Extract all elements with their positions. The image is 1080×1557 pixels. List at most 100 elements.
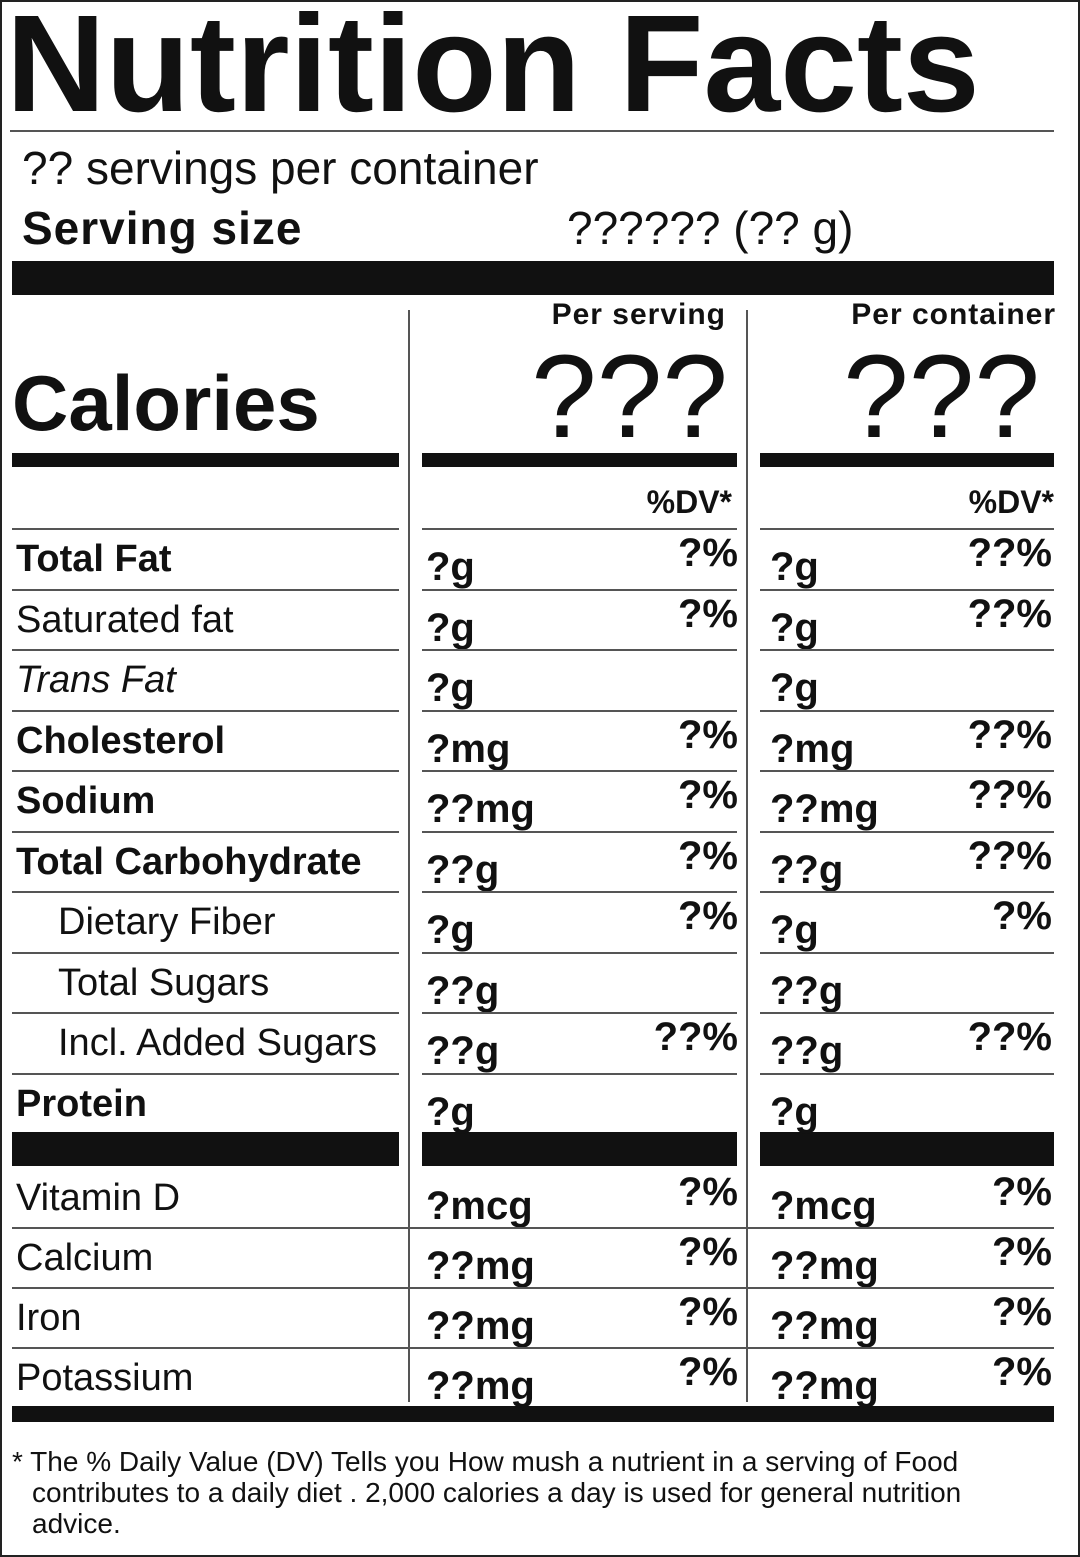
container-dv: ?% bbox=[992, 894, 1052, 938]
rule bbox=[12, 830, 399, 833]
column-divider bbox=[746, 310, 748, 1402]
nutrient-name: Dietary Fiber bbox=[58, 901, 276, 943]
rule bbox=[760, 891, 1054, 893]
rule bbox=[422, 770, 737, 772]
rule bbox=[760, 951, 1054, 954]
rule bbox=[422, 528, 737, 530]
serving-amount: ??g bbox=[426, 1029, 500, 1073]
container-amount: ??mg bbox=[770, 787, 879, 831]
rule bbox=[760, 830, 1054, 833]
container-amount: ??g bbox=[770, 847, 844, 892]
rule bbox=[760, 649, 1054, 651]
thick-bar bbox=[12, 1406, 1054, 1422]
nutrient-name: Calcium bbox=[16, 1237, 154, 1279]
serving-dv: ?% bbox=[678, 1230, 738, 1274]
rule bbox=[12, 588, 399, 591]
nutrient-name: Sodium bbox=[16, 780, 156, 822]
serving-amount: ?g bbox=[426, 605, 475, 650]
serving-size-value: ?????? (?? g) bbox=[567, 202, 854, 254]
container-amount: ??g bbox=[770, 968, 844, 1013]
rule bbox=[10, 130, 1054, 132]
nutrient-name: Saturated fat bbox=[16, 598, 234, 641]
serving-dv: ??% bbox=[653, 1015, 738, 1059]
container-amount: ??mg bbox=[770, 1364, 879, 1408]
serving-amount: ??mg bbox=[426, 1244, 535, 1288]
serving-amount: ?mg bbox=[426, 726, 511, 771]
rule bbox=[422, 709, 737, 712]
container-amount: ?g bbox=[770, 605, 819, 650]
container-dv: ??% bbox=[967, 531, 1052, 575]
rule bbox=[12, 951, 399, 954]
rule bbox=[12, 891, 399, 893]
rule bbox=[422, 1012, 737, 1014]
rule bbox=[422, 891, 737, 893]
nutrient-name: Potassium bbox=[16, 1357, 194, 1399]
rule bbox=[12, 709, 399, 712]
bar bbox=[12, 453, 399, 467]
serving-dv: ?% bbox=[678, 712, 738, 757]
rule bbox=[760, 770, 1054, 772]
container-amount: ?g bbox=[770, 545, 819, 589]
nutrient-name: Incl. Added Sugars bbox=[58, 1022, 377, 1064]
nutrient-name: Total Sugars bbox=[58, 961, 270, 1004]
rule bbox=[12, 770, 399, 772]
container-amount: ?mg bbox=[770, 726, 855, 771]
container-dv: ??% bbox=[967, 773, 1052, 817]
rule bbox=[12, 1072, 399, 1075]
title: Nutrition Facts bbox=[6, 0, 980, 141]
container-dv: ??% bbox=[967, 591, 1052, 636]
serving-amount: ??mg bbox=[426, 1304, 535, 1348]
calories-label: Calories bbox=[12, 359, 320, 447]
per-container-header: Per container bbox=[851, 298, 1056, 331]
rule bbox=[760, 588, 1054, 591]
column-divider bbox=[408, 310, 410, 1402]
serving-dv: ?% bbox=[678, 1350, 738, 1394]
container-amount: ??mg bbox=[770, 1304, 879, 1348]
servings: ?? servings per container bbox=[22, 142, 539, 194]
rule bbox=[12, 528, 399, 530]
rule bbox=[760, 709, 1054, 712]
container-amount: ?mcg bbox=[770, 1184, 877, 1228]
container-dv: ?% bbox=[992, 1230, 1052, 1274]
rule bbox=[422, 649, 737, 651]
dv-header: %DV* bbox=[646, 484, 732, 520]
bar bbox=[422, 453, 737, 467]
container-amount: ?g bbox=[770, 666, 819, 710]
serving-amount: ?mcg bbox=[426, 1184, 533, 1228]
container-amount: ?g bbox=[770, 1089, 819, 1134]
serving-amount: ??g bbox=[426, 968, 500, 1013]
nutrient-name: Total Carbohydrate bbox=[16, 840, 362, 883]
bar bbox=[12, 1132, 399, 1166]
serving-dv: ?% bbox=[678, 531, 738, 575]
rule bbox=[12, 1347, 1054, 1349]
rule bbox=[422, 588, 737, 591]
nutrient-name: Total Fat bbox=[16, 538, 172, 580]
serving-dv: ?% bbox=[678, 1290, 738, 1334]
bar bbox=[760, 453, 1054, 467]
rule bbox=[12, 1227, 1054, 1229]
nutrient-name: Cholesterol bbox=[16, 719, 226, 762]
serving-dv: ?% bbox=[678, 894, 738, 938]
container-amount: ??g bbox=[770, 1029, 844, 1073]
serving-dv: ?% bbox=[678, 1170, 738, 1214]
serving-amount: ?g bbox=[426, 1089, 475, 1134]
rule bbox=[760, 528, 1054, 530]
nutrient-name: Iron bbox=[16, 1297, 82, 1339]
serving-dv: ?% bbox=[678, 591, 738, 636]
serving-amount: ?g bbox=[426, 666, 475, 710]
container-amount: ?g bbox=[770, 908, 819, 952]
container-dv: ??% bbox=[967, 1015, 1052, 1059]
bar bbox=[760, 1132, 1054, 1166]
calories-per-container: ??? bbox=[843, 331, 1040, 463]
rule bbox=[12, 1012, 399, 1014]
rule bbox=[12, 649, 399, 651]
calories-per-serving: ??? bbox=[531, 331, 728, 463]
rule bbox=[422, 951, 737, 954]
container-dv: ?% bbox=[992, 1170, 1052, 1214]
rule bbox=[760, 1012, 1054, 1014]
nutrient-name: Protein bbox=[16, 1082, 147, 1125]
serving-amount: ?g bbox=[426, 908, 475, 952]
rule bbox=[422, 830, 737, 833]
thick-bar bbox=[12, 261, 1054, 295]
